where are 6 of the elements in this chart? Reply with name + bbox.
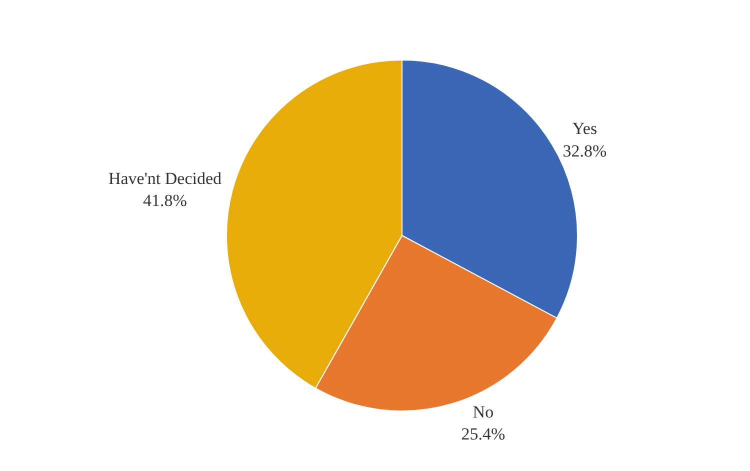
slice-label: Yes xyxy=(572,119,598,138)
data-label: 41.8% xyxy=(143,191,187,210)
data-label: 25.4% xyxy=(461,424,506,444)
slice-label: No xyxy=(472,402,494,422)
slice-label: Have'nt Decided xyxy=(108,168,222,188)
data-label: 32.8% xyxy=(562,141,607,160)
